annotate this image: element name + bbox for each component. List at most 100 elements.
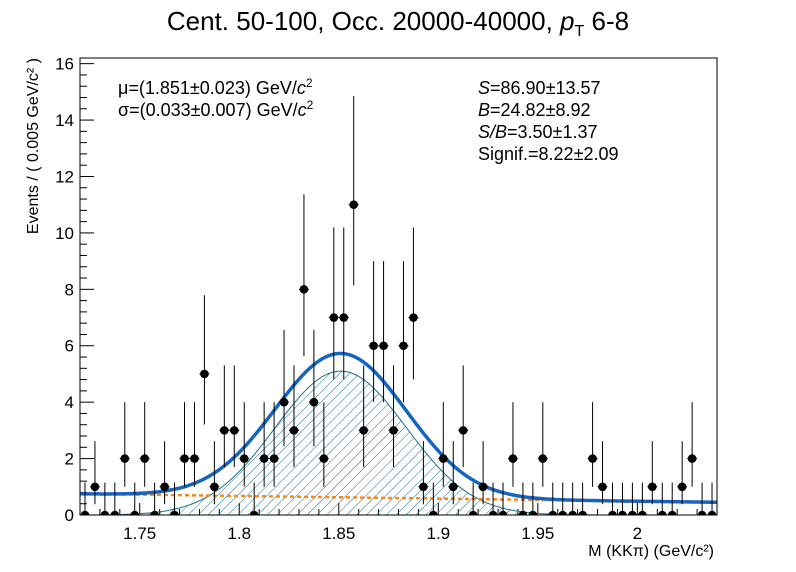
x-tick-label: 1.8: [227, 524, 251, 543]
point-marker: [359, 426, 368, 435]
point-marker: [90, 482, 100, 492]
point-marker: [498, 510, 508, 515]
data-point: [219, 365, 230, 468]
point-marker: [299, 285, 309, 294]
data-point: [507, 402, 518, 487]
data-point: [89, 441, 100, 505]
y-tick-label: 2: [65, 450, 74, 469]
data-point: [259, 402, 270, 487]
data-point: [557, 482, 568, 515]
data-point: [488, 482, 499, 515]
point-marker: [518, 510, 528, 515]
data-point: [229, 365, 240, 468]
point-marker: [618, 510, 627, 515]
point-marker: [190, 454, 199, 463]
fit-annotations: μ=(1.851±0.023) GeV/c2σ=(0.033±0.007) Ge…: [118, 76, 618, 164]
data-point: [199, 295, 210, 425]
data-point: [697, 482, 708, 515]
data-point: [657, 482, 668, 515]
data-point: [577, 482, 588, 515]
point-marker: [578, 510, 587, 515]
data-point: [388, 365, 399, 468]
signal-component-curve: [80, 370, 717, 515]
point-marker: [648, 482, 657, 492]
point-marker: [508, 454, 518, 463]
x-axis-label: M (KKπ) (GeV/c²): [588, 543, 714, 560]
data-point: [408, 227, 419, 380]
point-marker: [339, 313, 349, 322]
x-tick-label: 1.95: [521, 524, 554, 543]
fit-curves: [80, 351, 717, 515]
data-point: [99, 482, 110, 515]
point-marker: [239, 454, 249, 463]
x-tick-label: 1.85: [322, 524, 355, 543]
point-marker: [707, 510, 717, 515]
point-marker: [687, 454, 697, 463]
y-tick-label: 14: [55, 111, 74, 130]
point-marker: [130, 510, 140, 515]
data-point: [527, 482, 538, 515]
data-point: [279, 329, 290, 447]
yield-label: Signif.=8.22±2.09: [478, 144, 618, 164]
point-marker: [478, 482, 488, 492]
data-point: [358, 365, 369, 468]
point-marker: [448, 482, 458, 492]
point-marker: [249, 510, 259, 515]
point-marker: [588, 454, 597, 463]
data-point: [637, 482, 648, 515]
x-tick-label: 1.75: [123, 524, 156, 543]
point-marker: [110, 510, 120, 515]
data-point: [378, 261, 389, 403]
point-marker: [80, 510, 90, 515]
data-point: [179, 402, 190, 487]
point-marker: [409, 313, 418, 322]
point-marker: [528, 510, 538, 515]
background-component-curve: [80, 492, 717, 504]
data-point: [189, 402, 200, 487]
point-marker: [100, 510, 110, 515]
fit-parameter-label: σ=(0.033±0.007) GeV/c2: [118, 98, 314, 120]
y-tick-label: 6: [65, 337, 74, 356]
x-tick-label: 2: [633, 524, 642, 543]
point-marker: [259, 454, 269, 463]
point-marker: [458, 426, 468, 435]
data-point: [328, 227, 339, 380]
y-tick-label: 0: [65, 506, 74, 525]
point-marker: [568, 510, 577, 515]
data-point: [677, 441, 688, 505]
axis-labels: 1.75 1.8 1.85 1.9 1.95 2 0 2 4 6 8 10 12 14 16 M (KKπ) …: [25, 55, 714, 560]
y-tick-label: 12: [55, 167, 74, 186]
chart-title: Cent. 50-100, Occ. 20000-40000, pT 6-8: [0, 6, 796, 41]
data-point: [149, 482, 160, 515]
data-point: [707, 482, 717, 515]
fit-parameter-label: μ=(1.851±0.023) GeV/c2: [118, 76, 313, 98]
point-marker: [638, 510, 647, 515]
point-marker: [160, 482, 169, 492]
point-marker: [200, 369, 209, 379]
data-point: [129, 482, 140, 515]
point-marker: [379, 341, 388, 351]
data-point: [119, 402, 130, 487]
point-marker: [488, 510, 498, 515]
point-marker: [598, 482, 607, 492]
point-marker: [369, 341, 378, 351]
x-tick-label: 1.9: [426, 524, 450, 543]
point-marker: [657, 510, 667, 515]
data-point: [587, 402, 598, 487]
data-point: [667, 482, 678, 515]
total-fit-curve: [80, 351, 717, 505]
data-point: [368, 261, 379, 403]
data-point: [398, 261, 409, 403]
data-point: [169, 482, 180, 515]
data-point: [607, 482, 618, 515]
yield-label: B=24.82±8.92: [478, 100, 590, 120]
point-marker: [229, 426, 239, 435]
data-point: [428, 482, 439, 515]
data-point: [627, 482, 638, 515]
point-marker: [628, 510, 637, 515]
data-point: [547, 482, 558, 515]
point-marker: [608, 510, 617, 515]
data-point: [209, 441, 220, 505]
title-text: Cent. 50-100, Occ. 20000-40000, pT 6-8: [166, 6, 630, 41]
data-point: [448, 441, 459, 505]
